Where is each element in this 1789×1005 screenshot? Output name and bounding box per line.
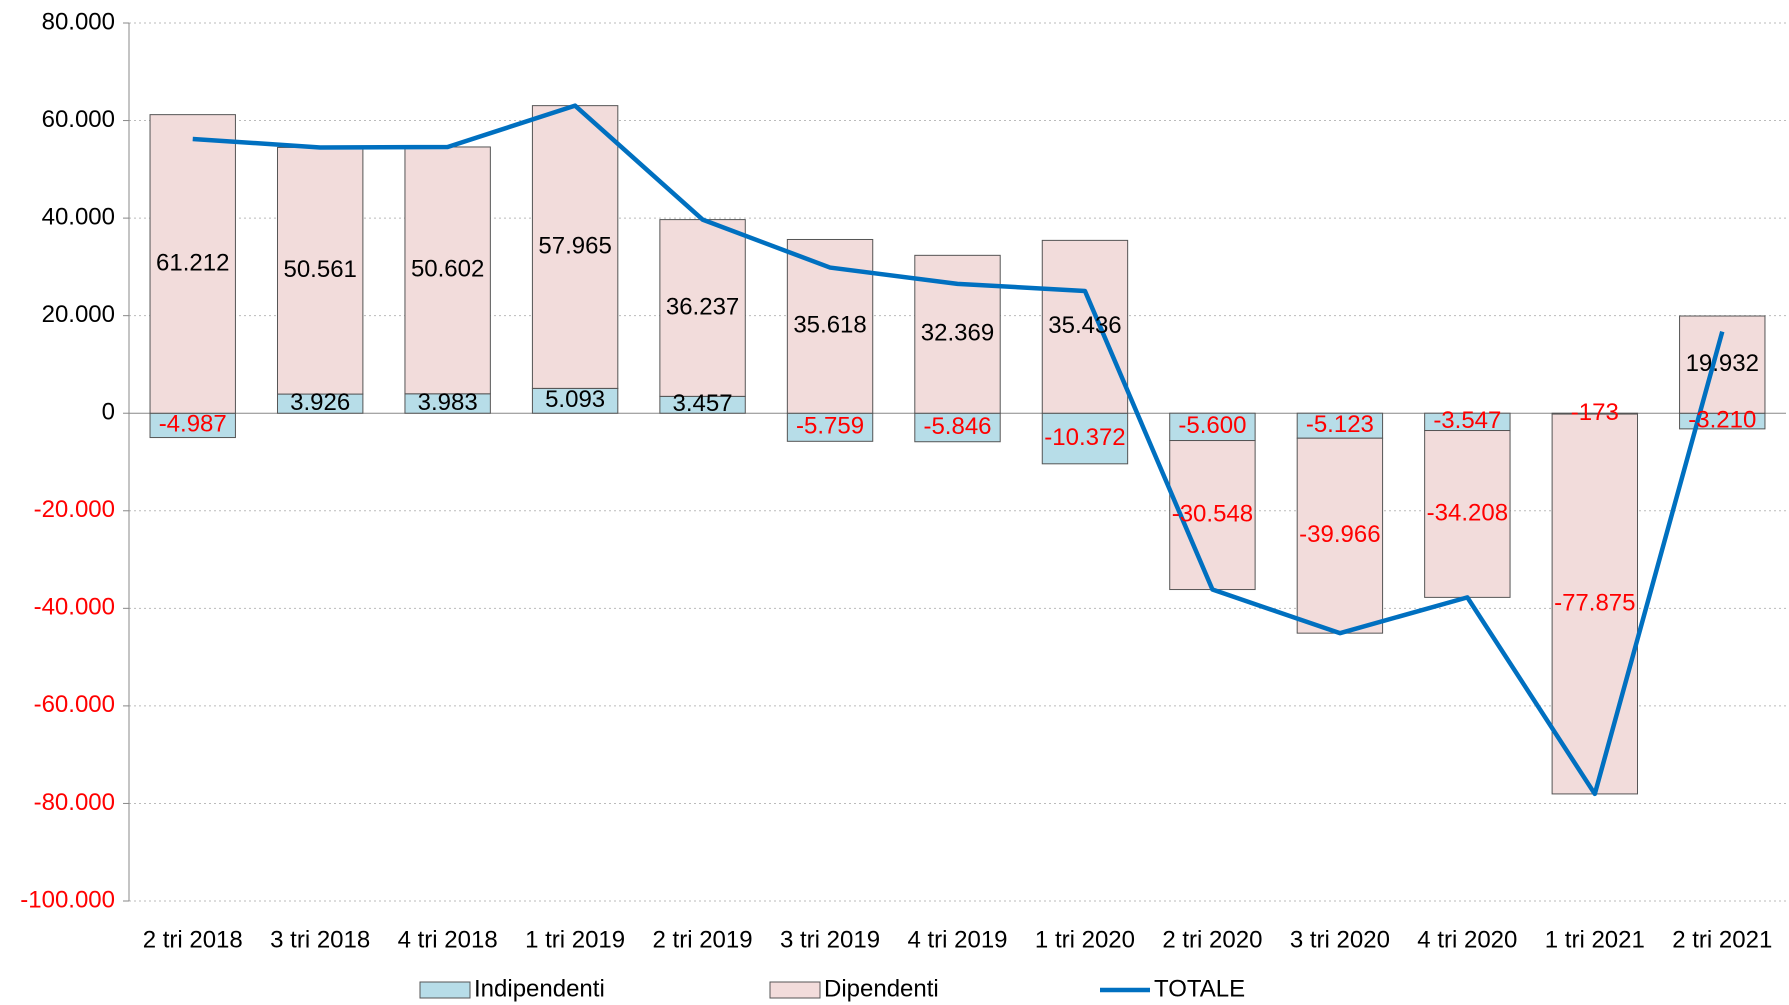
x-tick-label: 2 tri 2019 [653, 926, 753, 953]
bar [914, 412, 1001, 443]
x-tick-label: 4 tri 2018 [398, 926, 498, 953]
bar [404, 146, 491, 395]
bar [276, 146, 364, 395]
legend-label: Indipendenti [474, 975, 605, 1002]
data-label: -5.600 [1178, 412, 1246, 439]
y-tick-label: 80.000 [42, 8, 115, 35]
data-label: 5.093 [545, 386, 605, 413]
x-tick-label: 3 tri 2019 [780, 926, 880, 953]
x-tick-label: 2 tri 2018 [143, 926, 243, 953]
data-label: 3.983 [418, 389, 478, 416]
y-tick-label: 40.000 [42, 203, 115, 230]
bar [1169, 440, 1256, 591]
data-label: 3.926 [290, 389, 350, 416]
data-label: 61.212 [156, 249, 229, 276]
x-tick-label: 1 tri 2020 [1035, 926, 1135, 953]
legend-label: TOTALE [1154, 975, 1245, 1002]
data-label: 35.436 [1048, 312, 1121, 339]
data-label: -4.987 [159, 411, 227, 438]
y-tick-label: -60.000 [34, 691, 115, 718]
x-tick-label: 1 tri 2019 [525, 926, 625, 953]
y-tick-label: -20.000 [34, 496, 115, 523]
legend-marker [419, 981, 471, 999]
data-label: 50.602 [411, 256, 484, 283]
bar [1296, 437, 1384, 634]
data-label: 32.369 [921, 320, 994, 347]
data-label: 57.965 [538, 232, 611, 259]
data-label: 3.457 [673, 390, 733, 417]
y-tick-label: 60.000 [42, 106, 115, 133]
data-label: -30.548 [1172, 500, 1253, 527]
data-label: -3.547 [1433, 407, 1501, 434]
x-tick-label: 2 tri 2021 [1672, 926, 1772, 953]
data-label: -77.875 [1554, 589, 1635, 616]
data-label: -5.759 [796, 413, 864, 440]
data-label: 35.618 [793, 312, 866, 339]
data-label: -5.846 [923, 413, 991, 440]
y-tick-label: -80.000 [34, 789, 115, 816]
x-tick-label: 2 tri 2020 [1162, 926, 1262, 953]
data-label: -10.372 [1044, 424, 1125, 451]
x-tick-label: 3 tri 2020 [1290, 926, 1390, 953]
line [192, 103, 1725, 797]
bar [659, 219, 746, 397]
x-tick-label: 1 tri 2021 [1545, 926, 1645, 953]
bar [1551, 413, 1639, 795]
x-tick-label: 4 tri 2019 [907, 926, 1007, 953]
legend-marker [769, 981, 821, 999]
data-label: -173 [1571, 399, 1619, 426]
data-label: -34.208 [1427, 499, 1508, 526]
x-tick-label: 3 tri 2018 [270, 926, 370, 953]
bar [1041, 239, 1129, 414]
y-tick-label: -100.000 [20, 886, 115, 913]
data-label: 36.237 [666, 293, 739, 320]
bar [149, 114, 236, 414]
legend-label: Dipendenti [824, 975, 939, 1002]
data-label: 50.561 [283, 256, 356, 283]
y-tick-label: 20.000 [42, 301, 115, 328]
data-label: -39.966 [1299, 521, 1380, 548]
x-tick-label: 4 tri 2020 [1417, 926, 1517, 953]
y-tick-label: -40.000 [34, 594, 115, 621]
data-label: 19.932 [1686, 350, 1759, 377]
data-label: -5.123 [1306, 411, 1374, 438]
y-tick-label: 0 [102, 399, 115, 426]
bar [786, 412, 874, 442]
bar [1041, 412, 1129, 465]
bar [531, 105, 619, 389]
data-label: -3.210 [1688, 406, 1756, 433]
bar [1424, 430, 1511, 598]
